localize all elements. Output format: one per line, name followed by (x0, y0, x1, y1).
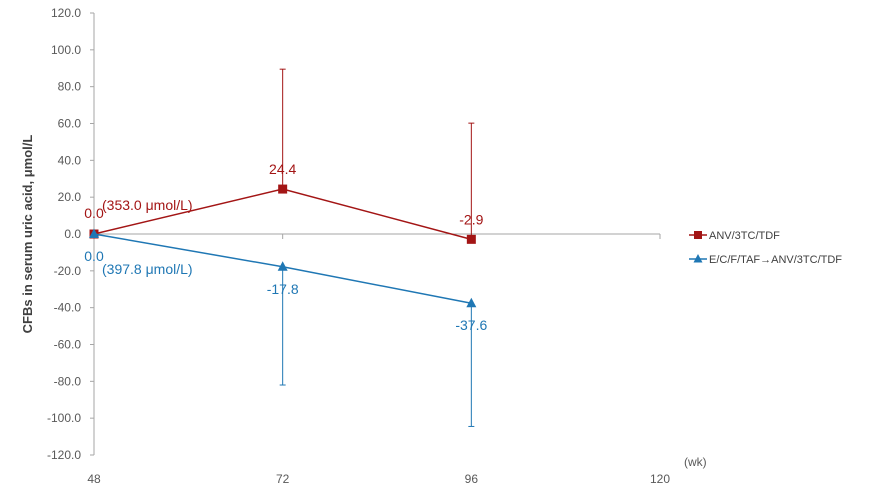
legend-marker (694, 231, 702, 239)
y-tick-label: -80.0 (54, 374, 82, 388)
data-label: -2.9 (459, 211, 483, 227)
y-tick-label: 120.0 (51, 6, 81, 20)
y-axis: 120.0 100.0 80.0 60.0 40.0 20.0 0.0 -20.0 -40.0 -… (47, 6, 95, 462)
x-tick-label: 96 (465, 472, 479, 486)
data-label: -17.8 (267, 281, 299, 297)
data-point (277, 261, 288, 271)
series-0 (89, 68, 476, 244)
y-tick-label: -20.0 (54, 264, 82, 278)
x-axis-unit: (wk) (684, 455, 707, 469)
y-axis-label: CFBs in serum uric acid, μmol/L (20, 135, 35, 334)
data-label: 0.0 (84, 205, 104, 221)
x-tick-label: 120 (650, 472, 670, 486)
data-label: 24.4 (269, 161, 296, 177)
baseline-note: (353.0 μmol/L) (102, 197, 193, 213)
data-point (466, 297, 477, 308)
y-tick-label: 20.0 (58, 190, 82, 204)
x-tick-label: 72 (276, 472, 290, 486)
series-layer (89, 68, 477, 427)
y-tick-label: -40.0 (54, 301, 82, 315)
x-axis: 48 72 96 120 (87, 233, 670, 486)
legend-label: ANV/3TC/TDF (709, 230, 780, 242)
data-point (466, 234, 476, 244)
y-tick-label: -60.0 (54, 338, 82, 352)
y-tick-label: 80.0 (58, 80, 82, 94)
y-tick-label: 60.0 (58, 117, 82, 131)
y-tick-label: -100.0 (47, 411, 81, 425)
data-point (278, 184, 288, 194)
legend: ANV/3TC/TDF E/C/F/TAF→ANV/3TC/TDF (689, 230, 842, 266)
legend-label: E/C/F/TAF→ANV/3TC/TDF (709, 254, 842, 266)
y-tick-label: 0.0 (64, 227, 81, 241)
x-tick-label: 48 (87, 472, 101, 486)
y-tick-label: 100.0 (51, 43, 81, 57)
data-label: 0.0 (84, 248, 104, 264)
series-1 (89, 228, 477, 427)
data-label: -37.6 (455, 317, 487, 333)
data-point (89, 228, 99, 238)
baseline-note: (397.8 μmol/L) (102, 261, 193, 277)
data-labels: 0.024.4-2.9(353.0 μmol/L)0.0-17.8-37.6(3… (84, 161, 487, 333)
legend-marker (693, 254, 703, 263)
y-tick-label: 40.0 (58, 153, 82, 167)
y-tick-label: -120.0 (47, 448, 81, 462)
